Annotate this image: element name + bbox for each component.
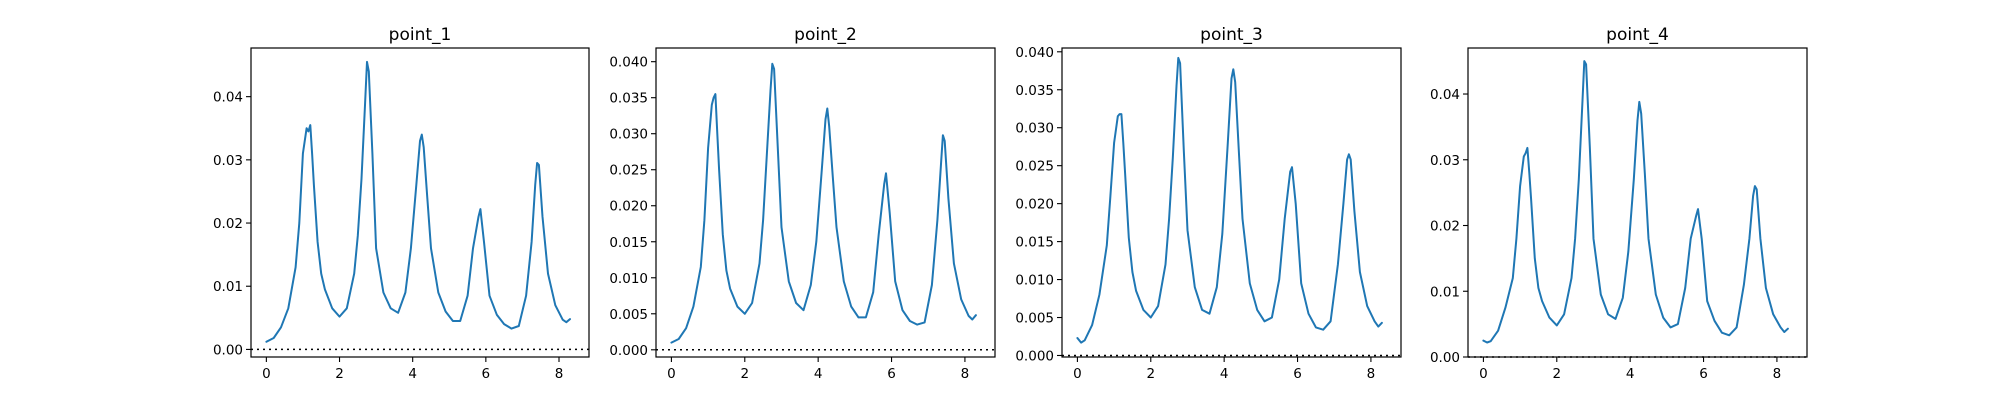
x-tick-label: 2 [740, 366, 749, 382]
x-tick-label: 8 [555, 366, 564, 382]
x-tick-label: 0 [262, 366, 271, 382]
y-tick-label: 0.020 [609, 199, 648, 215]
subplot-title: point_4 [1606, 25, 1669, 45]
y-tick-label: 0.03 [213, 153, 243, 169]
series-line [1076, 56, 1383, 344]
y-tick-label: 0.03 [1430, 153, 1460, 169]
subplot-title: point_1 [389, 25, 452, 45]
axes-frame [1467, 47, 1808, 358]
y-tick-label: 0.040 [1015, 45, 1054, 61]
x-tick-label: 0 [1073, 366, 1082, 382]
x-tick-label: 6 [1699, 366, 1708, 382]
x-tick-label: 0 [1479, 366, 1488, 382]
axes-frame [250, 47, 590, 358]
x-tick-label: 4 [1220, 366, 1229, 382]
y-tick-label: 0.02 [1430, 219, 1460, 235]
y-tick-label: 0.02 [213, 216, 243, 232]
subplot-title: point_2 [794, 25, 857, 45]
subplot-title: point_3 [1200, 25, 1263, 45]
x-tick-label: 6 [482, 366, 491, 382]
y-tick-label: 0.035 [609, 91, 648, 107]
x-tick-label: 6 [1293, 366, 1302, 382]
y-tick-label: 0.015 [1015, 235, 1054, 251]
y-tick-label: 0.005 [1015, 311, 1054, 327]
x-tick-label: 8 [961, 366, 970, 382]
x-tick-label: 2 [335, 366, 344, 382]
y-tick-label: 0.010 [609, 271, 648, 287]
y-tick-label: 0.000 [1015, 348, 1054, 364]
subplot-point-3: point_3 0 2 4 6 8 0.000 0.005 0.010 0.015 0.020 0.… [1015, 25, 1402, 382]
series-line [265, 60, 571, 343]
axes-frame [1061, 47, 1402, 358]
subplot-point-2: point_2 0 2 4 6 8 0.000 0.005 0.010 0.015 0.020 0.… [609, 25, 996, 382]
x-tick-label: 4 [814, 366, 823, 382]
y-tick-label: 0.040 [609, 55, 648, 71]
y-tick-label: 0.000 [609, 343, 648, 359]
subplot-point-4: point_4 0 2 4 6 8 0.00 0.01 0.02 0.03 0.04 [1430, 25, 1808, 382]
x-tick-label: 2 [1552, 366, 1561, 382]
x-tick-label: 4 [408, 366, 417, 382]
x-tick-label: 4 [1626, 366, 1635, 382]
x-tick-label: 8 [1367, 366, 1376, 382]
x-tick-label: 6 [887, 366, 896, 382]
y-tick-label: 0.030 [1015, 121, 1054, 137]
y-tick-label: 0.00 [1430, 350, 1460, 366]
axes-frame [655, 47, 996, 358]
series-line [1482, 60, 1789, 344]
x-tick-label: 2 [1146, 366, 1155, 382]
y-tick-label: 0.005 [609, 307, 648, 323]
y-tick-label: 0.030 [609, 127, 648, 143]
y-tick-label: 0.00 [213, 342, 243, 358]
y-tick-label: 0.020 [1015, 197, 1054, 213]
y-tick-label: 0.04 [213, 90, 243, 106]
series-line [670, 62, 977, 344]
x-tick-label: 8 [1773, 366, 1782, 382]
y-tick-label: 0.025 [1015, 159, 1054, 175]
x-tick-label: 0 [667, 366, 676, 382]
y-tick-label: 0.01 [213, 279, 243, 295]
subplot-point-1: point_1 0 2 4 6 8 0.00 0.01 0.02 0.03 0.04 [213, 25, 590, 382]
y-tick-label: 0.010 [1015, 273, 1054, 289]
y-tick-label: 0.015 [609, 235, 648, 251]
y-tick-label: 0.01 [1430, 284, 1460, 300]
y-tick-label: 0.035 [1015, 83, 1054, 99]
y-tick-label: 0.025 [609, 163, 648, 179]
y-tick-label: 0.04 [1430, 87, 1460, 103]
